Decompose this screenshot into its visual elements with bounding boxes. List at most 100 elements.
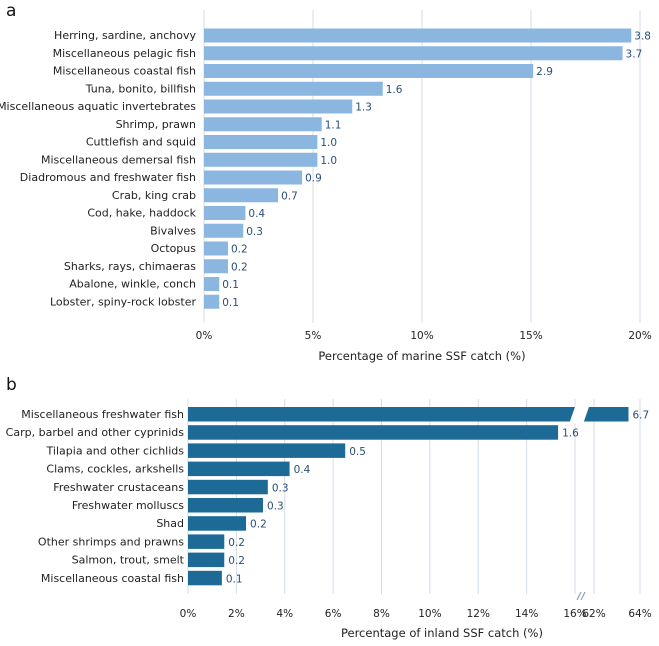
panel-a-value-label: 0.4 <box>248 208 265 220</box>
panel-a-category-label: Lobster, spiny-rock lobster <box>50 295 197 308</box>
panel-a-value-label: 1.1 <box>325 119 342 131</box>
panel-a-value-label: 1.6 <box>386 84 403 96</box>
panel-b-category-label: Freshwater molluscs <box>72 499 184 512</box>
panel-b-x-tick-label: 12% <box>467 608 490 620</box>
panel-a-category-label: Abalone, winkle, conch <box>69 278 196 291</box>
panel-b-category-label: Carp, barbel and other cyprinids <box>6 426 185 439</box>
panel-a-category-label: Miscellaneous coastal fish <box>53 65 196 78</box>
panel-a-bar <box>204 294 220 309</box>
panel-a-value-label: 0.2 <box>231 244 248 256</box>
panel-a-bar <box>204 170 303 185</box>
panel-b-axis-break-mark <box>580 591 586 601</box>
panel-b-bar <box>188 443 346 458</box>
panel-b-category-label: Miscellaneous freshwater fish <box>21 408 184 421</box>
panel-b-value-label: 0.4 <box>294 464 311 476</box>
panel-b-value-label: 0.2 <box>250 519 267 531</box>
panel-b-x-tick-label: 10% <box>418 608 441 620</box>
panel-b-value-label: 0.3 <box>267 501 284 513</box>
panel-b-bar <box>188 461 290 477</box>
panel-a-bar <box>204 152 318 167</box>
panel-a-bar <box>204 206 246 220</box>
panel-b-bar <box>188 425 559 440</box>
panel-b-x-tick-label: 62% <box>582 608 605 620</box>
panel-a-category-label: Octopus <box>151 242 197 255</box>
panel-a-x-tick-label: 20% <box>628 330 651 342</box>
panel-a-bar <box>204 99 353 114</box>
panel-a-category-label: Shrimp, prawn <box>116 118 196 131</box>
panel-b-category-label: Miscellaneous coastal fish <box>41 572 184 585</box>
panel-b-axis-break-mark <box>576 591 582 601</box>
panel-a-category-label: Bivalves <box>150 224 196 237</box>
panel-b-x-tick-label: 64% <box>628 608 651 620</box>
panel-a-category-label: Tuna, bonito, billfish <box>85 82 196 95</box>
panel-b-value-label: 6.7 <box>633 410 650 422</box>
panel-a-bar <box>204 259 228 274</box>
panel-a-bar <box>204 188 279 203</box>
panel-a-bar <box>204 28 632 43</box>
panel-b-bar <box>188 570 222 586</box>
panel-a-category-label: Sharks, rays, chimaeras <box>64 260 196 273</box>
panel-a-x-tick-label: 15% <box>519 330 542 342</box>
panel-b-label: b <box>6 375 17 395</box>
panel-b-category-label: Tilapia and other cichlids <box>46 444 185 457</box>
panel-b-x-axis-title: Percentage of inland SSF catch (%) <box>341 626 543 640</box>
panel-a-bar <box>204 64 534 78</box>
panel-b-value-label: 1.6 <box>562 428 579 440</box>
panel-b-bar <box>188 552 225 568</box>
panel-a-value-label: 1.0 <box>320 137 337 149</box>
panel-a-x-axis-title: Percentage of marine SSF catch (%) <box>318 349 525 363</box>
panel-a-x-tick-label: 5% <box>305 330 322 342</box>
panel-a-value-label: 1.3 <box>355 102 372 114</box>
panel-a-category-label: Miscellaneous demersal fish <box>41 153 196 166</box>
panel-b-x-tick-label: 6% <box>325 608 342 620</box>
panel-a-bar <box>204 46 623 61</box>
panel-b-value-label: 0.1 <box>226 573 243 585</box>
panel-b-x-tick-label: 8% <box>373 608 390 620</box>
panel-b-bar-break-gap <box>569 404 590 424</box>
panel-a-category-label: Herring, sardine, anchovy <box>54 29 196 42</box>
panel-b-category-label: Freshwater crustaceans <box>53 481 184 494</box>
panel-a-value-label: 2.9 <box>536 66 553 78</box>
panel-b-bar <box>188 479 268 495</box>
panel-b-value-label: 0.3 <box>272 482 289 494</box>
panel-a-bar <box>204 223 244 238</box>
panel-b-x-tick-label: 2% <box>228 608 245 620</box>
panel-b-category-label: Salmon, trout, smelt <box>72 554 185 567</box>
panel-b-value-label: 0.5 <box>349 446 366 458</box>
panel-a-category-label: Cuttlefish and squid <box>86 136 196 149</box>
panel-b-category-label: Other shrimps and prawns <box>38 535 184 548</box>
panel-b-x-tick-label: 16% <box>563 608 586 620</box>
panel-a-x-tick-label: 0% <box>196 330 213 342</box>
panel-a-value-label: 0.2 <box>231 261 248 273</box>
panel-a-label: a <box>6 1 16 21</box>
panel-a-x-tick-label: 10% <box>410 330 433 342</box>
panel-b-x-tick-label: 4% <box>276 608 293 620</box>
panel-a-value-label: 3.8 <box>634 31 651 43</box>
panel-a-value-label: 1.0 <box>320 155 337 167</box>
panel-a-value-label: 0.3 <box>246 226 263 238</box>
panel-a-bar <box>204 241 228 256</box>
panel-b-x-tick-label: 0% <box>180 608 197 620</box>
panel-a-category-label: Miscellaneous pelagic fish <box>53 47 196 60</box>
panel-b-category-label: Shad <box>156 517 184 530</box>
panel-b-value-label: 0.2 <box>228 537 245 549</box>
panel-a-category-label: Crab, king crab <box>112 189 196 202</box>
panel-a-value-label: 0.1 <box>222 279 239 291</box>
panel-b-bar <box>188 498 263 513</box>
panel-a-value-label: 0.1 <box>222 297 239 309</box>
panel-a-bar <box>204 81 383 96</box>
panel-a-bar <box>204 277 220 291</box>
panel-b-value-label: 0.2 <box>228 555 245 567</box>
panel-a-bar <box>204 135 318 149</box>
panel-a-category-label: Miscellaneous aquatic invertebrates <box>0 100 196 113</box>
panel-a-category-label: Cod, hake, haddock <box>87 207 196 220</box>
panel-b-category-label: Clams, cockles, arkshells <box>46 463 184 476</box>
panel-a-value-label: 0.9 <box>305 173 322 185</box>
panel-a-value-label: 0.7 <box>281 190 298 202</box>
panel-b-bar <box>188 407 629 422</box>
panel-b-x-tick-label: 14% <box>515 608 538 620</box>
panel-b-bar <box>188 534 225 549</box>
panel-b-bar <box>188 516 247 531</box>
